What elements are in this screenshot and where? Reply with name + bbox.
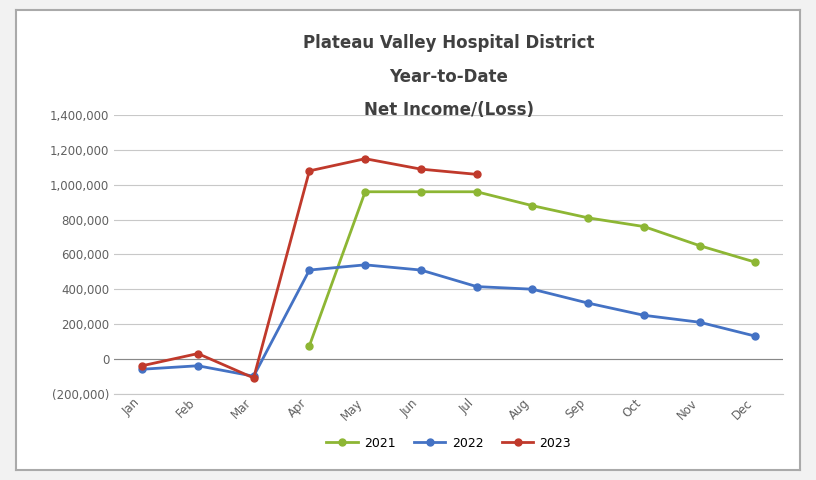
2022	[472, 284, 481, 289]
2022	[528, 286, 538, 292]
2023	[193, 351, 202, 357]
2022	[416, 267, 426, 273]
2021	[360, 189, 370, 195]
2022	[695, 319, 705, 325]
Text: Year-to-Date: Year-to-Date	[389, 68, 508, 86]
Line: 2021: 2021	[306, 188, 759, 349]
2022	[304, 267, 314, 273]
2023	[304, 168, 314, 174]
Text: Plateau Valley Hospital District: Plateau Valley Hospital District	[303, 34, 595, 52]
2022	[137, 366, 147, 372]
2023	[137, 363, 147, 369]
2022	[360, 262, 370, 268]
2023	[249, 375, 259, 381]
Text: Net Income/(Loss): Net Income/(Loss)	[364, 101, 534, 120]
2022	[249, 373, 259, 379]
2022	[583, 300, 593, 306]
2022	[193, 363, 202, 369]
2023	[472, 171, 481, 177]
2021	[583, 215, 593, 221]
Line: 2022: 2022	[139, 262, 759, 380]
2021	[304, 343, 314, 348]
2023	[416, 166, 426, 172]
2021	[695, 243, 705, 249]
2021	[416, 189, 426, 195]
2022	[639, 312, 649, 318]
2021	[472, 189, 481, 195]
2021	[528, 203, 538, 208]
Legend: 2021, 2022, 2023: 2021, 2022, 2023	[322, 432, 576, 455]
Line: 2023: 2023	[139, 155, 480, 382]
2021	[639, 224, 649, 229]
2021	[751, 259, 761, 265]
2023	[360, 156, 370, 162]
2022	[751, 333, 761, 339]
